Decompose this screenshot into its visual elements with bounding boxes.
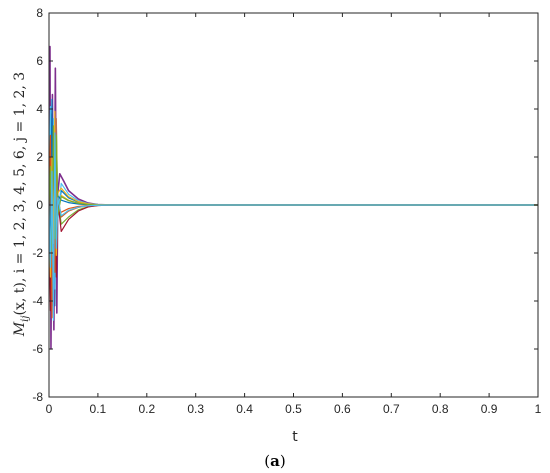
caption-open: (	[264, 452, 270, 470]
x-tick-label: 0.8	[432, 402, 449, 416]
x-tick-label: 0.9	[481, 402, 498, 416]
x-tick-label: 0.3	[187, 402, 204, 416]
y-tick-label: -2	[32, 246, 43, 260]
x-axis-label: t	[292, 429, 298, 445]
x-axis: 0 0.1 0.2 0.3 0.4 0.5 0.6 0.7 0.8 0.9 1	[46, 13, 542, 416]
x-tick-label: 0.1	[90, 402, 107, 416]
x-tick-label: 0.5	[285, 402, 302, 416]
y-tick-label: 0	[36, 198, 43, 212]
x-tick-label: 0	[46, 402, 53, 416]
y-axis-label-main: M	[12, 321, 28, 337]
caption-close: )	[280, 452, 286, 470]
y-tick-label: 8	[36, 6, 43, 20]
x-tick-label: 0.6	[334, 402, 351, 416]
y-tick-label: 4	[36, 102, 43, 116]
caption-letter: a	[270, 452, 280, 470]
figure-caption: (a)	[264, 452, 285, 470]
y-axis-label-subscript: ij	[20, 316, 31, 322]
series-line-12	[49, 132, 538, 321]
x-tick-label: 1	[535, 402, 542, 416]
y-axis-label: Mij(x, t), i = 1, 2, 3, 4, 5, 6, j = 1, …	[12, 72, 31, 337]
y-tick-label: -6	[32, 342, 43, 356]
x-tick-label: 0.2	[138, 402, 155, 416]
y-axis: -8 -6 -4 -2 0 2 4 6 8	[32, 6, 538, 404]
y-tick-label: 6	[36, 54, 43, 68]
x-tick-label: 0.4	[236, 402, 253, 416]
y-axis-label-args: (x, t), i = 1, 2, 3, 4, 5, 6, j = 1, 2, …	[12, 72, 28, 316]
y-tick-label: -4	[32, 294, 43, 308]
x-tick-label: 0.7	[383, 402, 400, 416]
y-tick-label: 2	[36, 150, 43, 164]
y-tick-label: -8	[32, 390, 43, 404]
